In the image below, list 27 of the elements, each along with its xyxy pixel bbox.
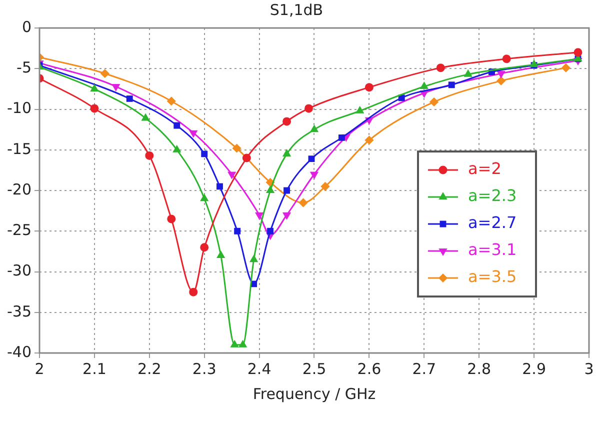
y-tick-label: 0 bbox=[22, 18, 32, 36]
legend-label: a=2 bbox=[468, 159, 502, 178]
x-tick-label: 2.1 bbox=[82, 360, 106, 378]
x-tick-label: 2.3 bbox=[192, 360, 216, 378]
x-tick-label: 3 bbox=[584, 360, 594, 378]
legend-label: a=3.1 bbox=[468, 240, 517, 260]
x-tick-label: 2.8 bbox=[467, 360, 492, 378]
y-tick-label: -10 bbox=[7, 99, 32, 118]
x-tick-label: 2 bbox=[34, 360, 44, 378]
x-tick-label: 2.6 bbox=[357, 360, 382, 378]
legend-label: a=3.5 bbox=[468, 267, 517, 286]
legend-label: a=2.7 bbox=[468, 213, 517, 232]
x-tick-label: 2.9 bbox=[522, 360, 546, 378]
y-tick-label: -30 bbox=[7, 262, 32, 280]
x-axis-title: Frequency / GHz bbox=[252, 384, 376, 403]
x-tick-label: 2.7 bbox=[412, 360, 436, 378]
x-tick-label: 2.5 bbox=[302, 360, 326, 378]
y-tick-label: -40 bbox=[7, 342, 32, 361]
x-tick-label: 2.2 bbox=[137, 360, 162, 378]
y-tick-label: -25 bbox=[7, 221, 32, 240]
y-tick-label: -20 bbox=[7, 180, 32, 198]
y-tick-label: -5 bbox=[16, 58, 32, 77]
legend-label: a=2.3 bbox=[468, 186, 517, 206]
x-tick-label: 2.4 bbox=[247, 360, 272, 378]
y-tick-label: -35 bbox=[7, 302, 32, 320]
chart-title: S1,1dB bbox=[270, 0, 324, 19]
y-tick-label: -15 bbox=[7, 140, 32, 158]
